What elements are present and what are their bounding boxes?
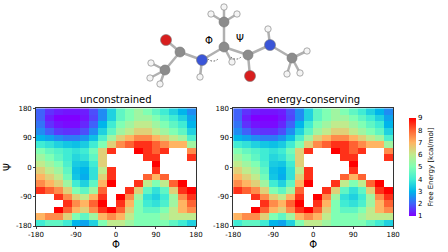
svg-text:-180: -180 [213, 222, 229, 230]
svg-text:1: 1 [418, 212, 422, 220]
svg-text:-180: -180 [28, 231, 44, 239]
svg-text:-90: -90 [267, 231, 278, 239]
svg-text:90: 90 [152, 231, 161, 239]
svg-text:7: 7 [418, 139, 422, 147]
svg-text:0: 0 [114, 231, 118, 239]
svg-text:0: 0 [311, 231, 315, 239]
svg-text:180: 180 [189, 231, 202, 239]
svg-text:90: 90 [349, 231, 358, 239]
svg-text:Ψ: Ψ [2, 163, 13, 171]
svg-text:3: 3 [418, 188, 422, 196]
svg-text:0: 0 [224, 164, 228, 172]
svg-text:8: 8 [418, 127, 422, 135]
svg-text:-180: -180 [225, 231, 241, 239]
svg-text:Free Energy [kcal/mol]: Free Energy [kcal/mol] [427, 127, 435, 206]
svg-text:5: 5 [418, 163, 422, 171]
svg-text:9: 9 [418, 114, 422, 122]
svg-text:4: 4 [418, 176, 423, 184]
svg-text:-180: -180 [16, 222, 32, 230]
svg-text:Φ: Φ [205, 35, 213, 46]
svg-text:180: 180 [216, 105, 229, 113]
svg-text:unconstrained: unconstrained [80, 94, 152, 105]
svg-text:Ψ: Ψ [236, 33, 244, 44]
svg-text:0: 0 [27, 164, 31, 172]
svg-text:Φ: Φ [112, 239, 120, 250]
svg-text:90: 90 [23, 134, 32, 142]
svg-text:180: 180 [18, 105, 31, 113]
svg-text:energy-conserving: energy-conserving [267, 94, 360, 105]
svg-text:180: 180 [386, 231, 399, 239]
svg-text:-90: -90 [20, 193, 31, 201]
svg-text:-90: -90 [70, 231, 81, 239]
svg-text:2: 2 [418, 200, 422, 208]
svg-text:Φ: Φ [309, 239, 317, 250]
svg-text:6: 6 [418, 151, 423, 159]
svg-text:-90: -90 [218, 193, 229, 201]
svg-text:90: 90 [220, 134, 229, 142]
